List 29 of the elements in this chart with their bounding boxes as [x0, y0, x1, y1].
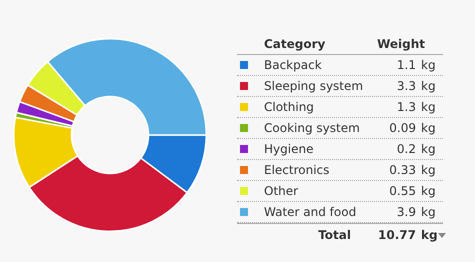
text: kg — [421, 228, 438, 242]
legend-label: Hygiene — [264, 141, 314, 158]
text: kg — [421, 100, 436, 114]
data-label: 3.3 — [396, 78, 416, 95]
data-label: 1.1 — [396, 57, 416, 74]
legend-label: Cooking system — [264, 120, 360, 137]
text: kg — [421, 163, 436, 177]
text: kg — [421, 184, 436, 198]
legend-label: Water and food — [264, 204, 356, 221]
text: kg — [421, 121, 436, 135]
text: Category — [264, 36, 326, 53]
legend-label: Clothing — [264, 99, 314, 116]
text: Total — [318, 227, 351, 244]
legend-label: Sleeping system — [264, 78, 364, 95]
text: kg — [421, 205, 436, 219]
text: kg — [421, 57, 436, 74]
data-label: 0.33 — [389, 162, 416, 179]
data-label: 0.2 — [396, 141, 416, 158]
legend-label: Other — [264, 183, 298, 200]
data-label: 3.9 — [396, 204, 416, 221]
text: Weight — [377, 36, 425, 53]
text: kg — [421, 142, 436, 156]
legend-label: Electronics — [264, 162, 330, 179]
legend-label: Backpack — [264, 57, 322, 74]
data-label: 1.3 — [396, 99, 416, 116]
data-label: 0.55 — [389, 183, 416, 200]
text: kg — [421, 79, 436, 93]
text: 10.77 — [378, 227, 416, 244]
data-label: 0.09 — [389, 120, 416, 137]
